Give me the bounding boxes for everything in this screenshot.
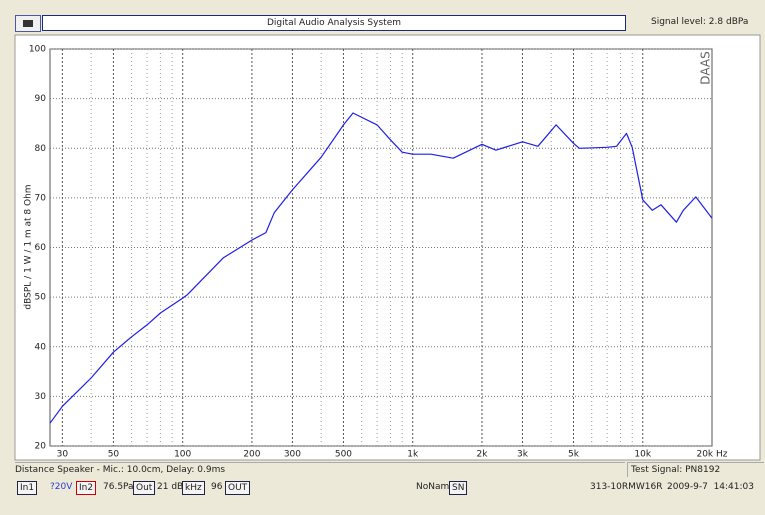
y-tick-label: 90: [35, 94, 47, 104]
y-tick-label: 30: [35, 392, 47, 402]
output-button[interactable]: Out: [133, 481, 156, 495]
x-tick-label: 2k: [476, 450, 488, 460]
x-tick-label: 50: [108, 450, 120, 460]
status-test-signal: Test Signal: PN8192: [627, 462, 764, 477]
timestamp: 2009-9-7 14:41:03: [667, 482, 754, 492]
y-tick-label: 50: [35, 293, 47, 303]
x-tick-label: 100: [174, 450, 191, 460]
input-button[interactable]: In1: [17, 481, 38, 495]
y-tick-label: 20: [35, 442, 47, 452]
y-tick-label: 100: [29, 45, 46, 55]
input-button[interactable]: In2: [76, 481, 97, 495]
voltage: ?20V: [50, 482, 73, 492]
y-tick-label: 80: [35, 144, 47, 154]
y-axis-label: dBSPL / 1 W / 1 m at 8 Ohm: [24, 184, 34, 309]
sn-button[interactable]: SN: [449, 481, 468, 495]
x-tick-label: 20k Hz: [696, 450, 727, 460]
y-tick-label: 40: [35, 342, 47, 352]
status-distance: Distance Speaker - Mic.: 10.0cm, Delay: …: [15, 462, 625, 477]
x-tick-label: 500: [335, 450, 352, 460]
watermark: DAAS: [699, 51, 713, 84]
signal-level: Signal level: 2.8 dBPa: [651, 17, 749, 27]
x-tick-label: 1k: [407, 450, 419, 460]
x-tick-label: 3k: [517, 450, 529, 460]
output-button[interactable]: OUT: [225, 481, 251, 495]
name: NoName: [416, 482, 455, 492]
data-line: [49, 112, 713, 424]
y-tick-label: 70: [35, 193, 47, 203]
print-button[interactable]: [15, 15, 41, 32]
title-bar: Digital Audio Analysis System: [42, 15, 626, 31]
x-tick-label: 10k: [634, 450, 651, 460]
rate-button[interactable]: kHz: [182, 481, 205, 495]
model: 313-10RMW16R: [590, 482, 663, 492]
gain: 21 dB: [157, 482, 184, 492]
x-tick-label: 30: [57, 450, 69, 460]
rate: 96: [211, 482, 223, 492]
y-tick-label: 60: [35, 243, 47, 253]
x-tick-label: 300: [284, 450, 301, 460]
x-tick-label: 200: [243, 450, 260, 460]
pressure: 76.5Pa: [103, 482, 134, 492]
x-tick-label: 5k: [568, 450, 580, 460]
